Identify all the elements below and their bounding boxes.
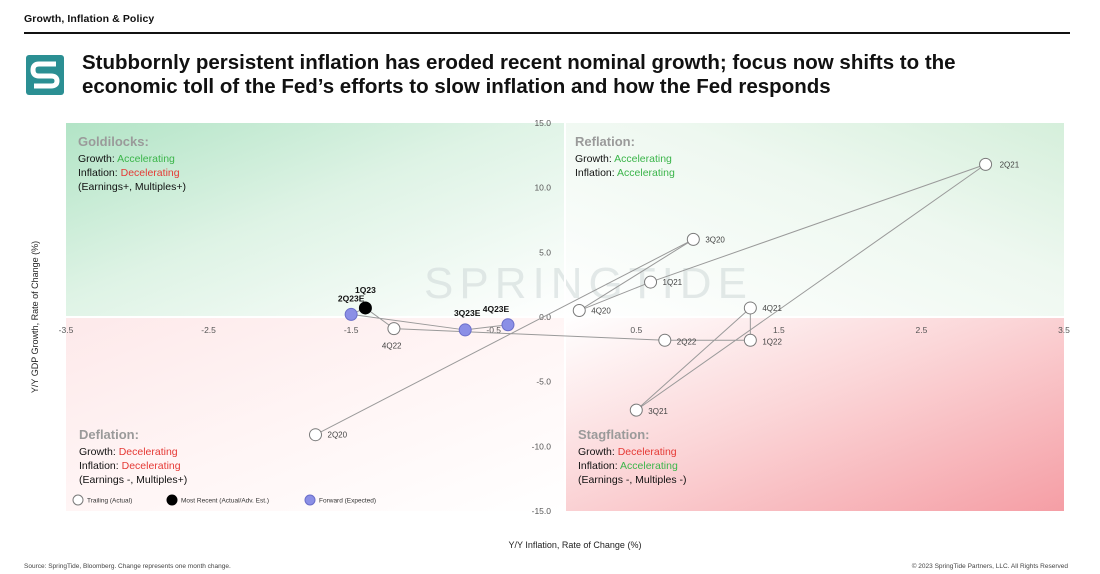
x-tick-label: 3.5	[1058, 325, 1070, 335]
reflation-growth-value: Accelerating	[614, 153, 672, 165]
point-1q21	[644, 275, 658, 289]
section-title: Growth, Inflation & Policy	[24, 13, 155, 25]
legend-label-forward: Forward (Expected)	[319, 498, 376, 505]
reflation-inflation-value: Accelerating	[617, 167, 675, 179]
deflation-growth-label: Growth:	[79, 446, 119, 458]
deflation-note: (Earnings -, Multiples+)	[79, 474, 187, 486]
x-tick-label: 0.5	[630, 325, 642, 335]
point-2q21	[979, 157, 993, 171]
point-4q22	[387, 322, 401, 336]
point-4q23e	[501, 318, 515, 332]
deflation-growth-value: Decelerating	[119, 446, 178, 458]
deflation-title: Deflation:	[79, 427, 139, 442]
point-label: 2Q21	[1000, 160, 1020, 169]
stagflation-growth-value: Decelerating	[618, 446, 677, 458]
stagflation-note: (Earnings -, Multiples -)	[578, 474, 687, 486]
point-label: 4Q23E	[483, 304, 510, 314]
point-label: 3Q23E	[454, 308, 481, 318]
y-tick-label: -15.0	[532, 506, 552, 516]
legend-marker-trailing	[72, 494, 84, 506]
stagflation-inflation-value: Accelerating	[620, 460, 678, 472]
y-tick-label: 15.0	[534, 118, 551, 128]
point-label: 3Q21	[648, 407, 668, 416]
stagflation-quadrant-bg	[565, 317, 1064, 511]
y-axis-title: Y/Y GDP Growth, Rate of Change (%)	[30, 241, 40, 393]
reflation-growth-label: Growth:	[575, 153, 614, 165]
x-tick-label: -2.5	[201, 325, 216, 335]
point-3q23e	[458, 323, 472, 337]
point-label: 2Q23E	[338, 293, 365, 303]
point-1q23	[358, 301, 372, 315]
copyright-note: © 2023 SpringTide Partners, LLC. All Rig…	[911, 563, 1068, 570]
point-label: 4Q22	[382, 342, 402, 351]
y-tick-label: -5.0	[536, 377, 551, 387]
x-axis-title: Y/Y Inflation, Rate of Change (%)	[509, 540, 642, 550]
legend-label-most_recent: Most Recent (Actual/Adv. Est.)	[181, 498, 269, 505]
deflation-growth: Growth: Decelerating	[79, 446, 178, 458]
stagflation-growth-label: Growth:	[578, 446, 618, 458]
point-2q22	[658, 333, 672, 347]
stagflation-title: Stagflation:	[578, 427, 650, 442]
x-tick-label: -3.5	[59, 325, 74, 335]
goldilocks-quadrant-bg	[66, 123, 565, 317]
point-4q20	[572, 304, 586, 318]
headline-line-2: economic toll of the Fed’s efforts to sl…	[82, 75, 831, 98]
reflation-inflation-label: Inflation:	[575, 167, 617, 179]
deflation-quadrant-bg	[66, 317, 565, 511]
y-tick-label: 5.0	[539, 247, 551, 257]
goldilocks: Goldilocks: Growth: Accelerating Inflation…	[78, 134, 186, 193]
headline: Stubbornly persistent inflation has erod…	[82, 51, 1072, 99]
point-label: 2Q22	[677, 337, 697, 346]
x-tick-label: 2.5	[916, 325, 928, 335]
point-3q21	[629, 403, 643, 417]
point-label: 2Q20	[328, 431, 348, 440]
point-label: 1Q22	[762, 337, 782, 346]
reflation-inflation: Inflation: Accelerating	[575, 167, 675, 179]
goldilocks-growth-label: Growth:	[78, 153, 117, 165]
point-2q20	[309, 428, 322, 442]
deflation-inflation-label: Inflation:	[79, 460, 122, 472]
springtide-logo-icon	[26, 55, 64, 95]
point-label: 4Q21	[762, 304, 782, 313]
goldilocks-growth: Growth: Accelerating	[78, 153, 175, 165]
reflation-growth: Growth: Accelerating	[575, 153, 672, 165]
point-3q20	[686, 232, 700, 246]
y-tick-label: -10.0	[532, 441, 552, 451]
deflation-inflation-value: Decelerating	[122, 460, 181, 472]
goldilocks-inflation-value: Decelerating	[121, 167, 180, 179]
x-tick-label: 1.5	[773, 325, 785, 335]
y-tick-label: 0.0	[539, 312, 551, 322]
goldilocks-inflation-label: Inflation:	[78, 167, 121, 179]
goldilocks-inflation: Inflation: Decelerating	[78, 167, 180, 179]
point-4q21	[743, 301, 757, 315]
reflation-title: Reflation:	[575, 134, 635, 149]
deflation: Deflation:Growth: DeceleratingInflation:…	[79, 427, 187, 486]
point-2q23e	[344, 307, 358, 321]
goldilocks-growth-value: Accelerating	[117, 153, 175, 165]
point-label: 1Q23	[355, 285, 376, 295]
stagflation-growth: Growth: Decelerating	[578, 446, 677, 458]
legend-marker-forward	[304, 494, 316, 506]
deflation-inflation: Inflation: Decelerating	[79, 460, 181, 472]
headline-line-1: Stubbornly persistent inflation has erod…	[82, 51, 956, 74]
x-tick-label: -1.5	[344, 325, 359, 335]
header-rule	[24, 32, 1070, 34]
stagflation-inflation: Inflation: Accelerating	[578, 460, 678, 472]
legend-marker-most_recent	[166, 494, 178, 506]
goldilocks-title: Goldilocks:	[78, 134, 149, 149]
point-label: 1Q21	[663, 278, 683, 287]
x-tick-label: -0.5	[486, 325, 501, 335]
point-1q22	[743, 333, 757, 347]
goldilocks-note: (Earnings+, Multiples+)	[78, 181, 186, 193]
reflation: Reflation:Growth: AcceleratingInflation:…	[575, 134, 675, 179]
stagflation: Stagflation: Growth: Decelerating Inflatio…	[578, 427, 687, 486]
source-note: Source: SpringTide, Bloomberg. Change re…	[24, 563, 231, 570]
watermark: SPRINGTIDE	[424, 259, 753, 308]
point-label: 3Q20	[705, 235, 725, 244]
point-label: 4Q20	[591, 307, 611, 316]
legend-label-trailing: Trailing (Actual)	[87, 498, 132, 505]
y-tick-label: 10.0	[534, 183, 551, 193]
stagflation-inflation-label: Inflation:	[578, 460, 620, 472]
